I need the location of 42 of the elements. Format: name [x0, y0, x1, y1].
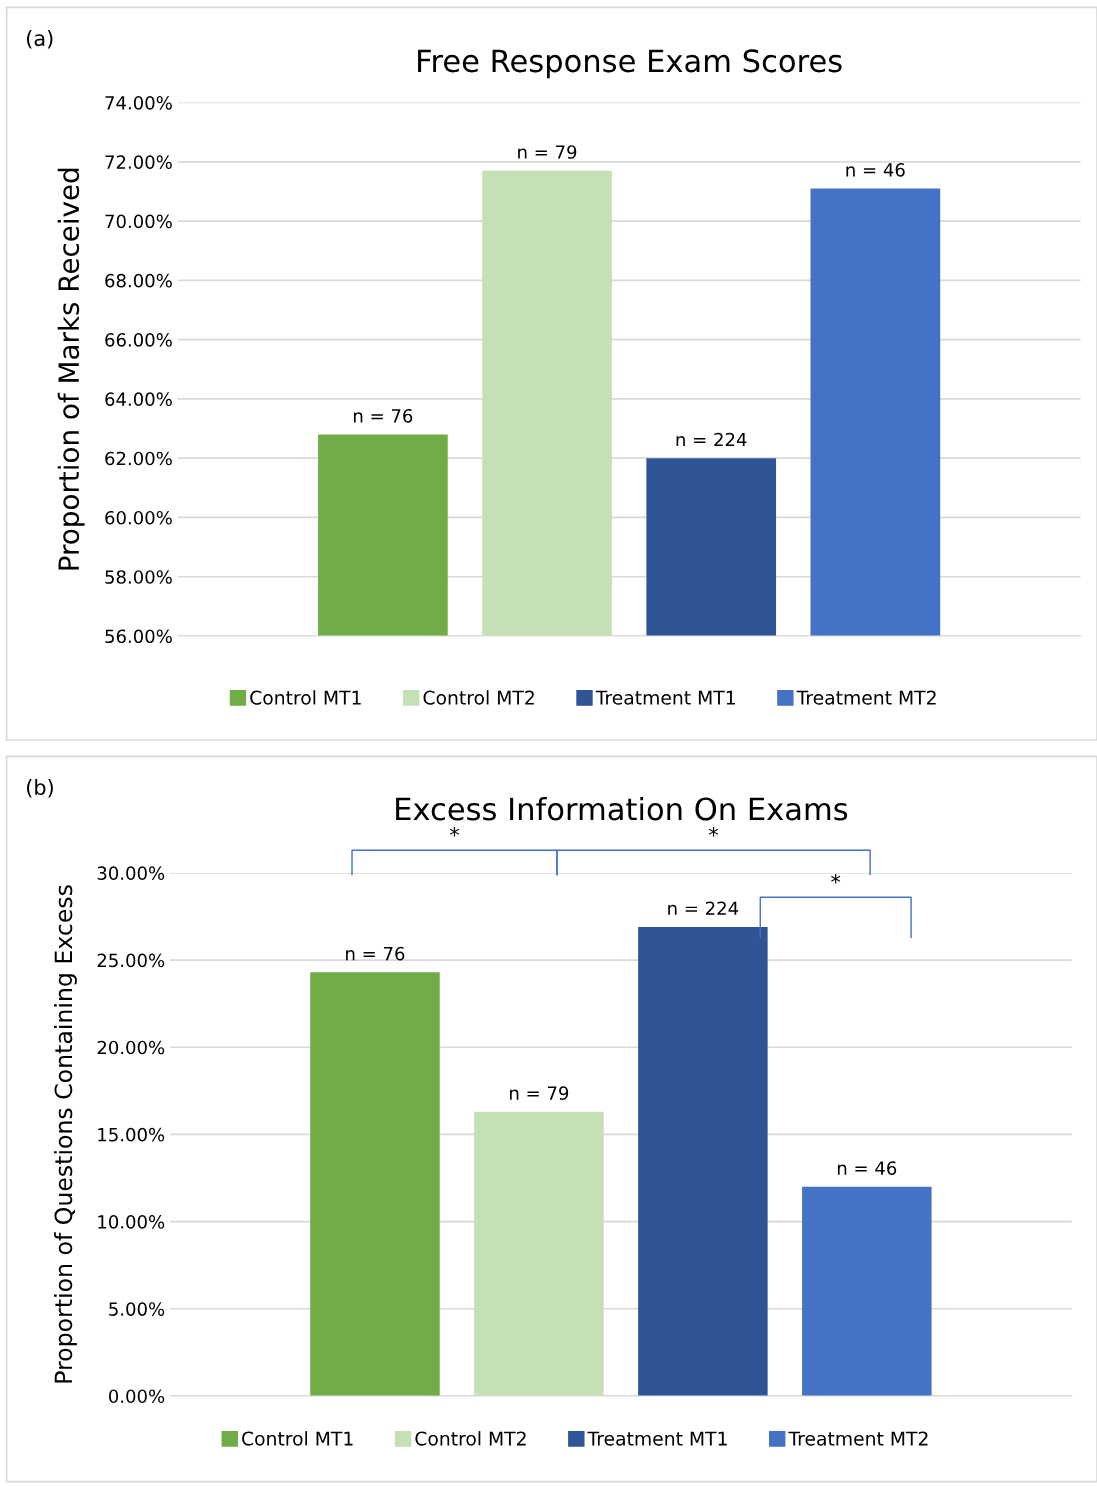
- y-tick-label: 74.00%: [105, 95, 172, 110]
- y-tick-label: 15.00%: [98, 1127, 165, 1142]
- y-tick-label: 70.00%: [105, 214, 172, 229]
- annotation: n = 79: [510, 1086, 569, 1100]
- y-tick-label: 20.00%: [97, 1040, 165, 1055]
- annotation: n = 224: [676, 432, 747, 447]
- y-tick-label: 25.00%: [97, 953, 165, 968]
- text: (b): [27, 778, 53, 798]
- text: *: [708, 826, 719, 837]
- y-axis-title: Proportion of Questions Containing Excess: [54, 885, 77, 1383]
- legend-label: Control MT1: [242, 1431, 353, 1446]
- legend-label: Treatment MT2: [796, 690, 936, 705]
- annotation: n = 79: [518, 145, 577, 159]
- annotation: n = 76: [346, 946, 405, 961]
- y-tick-label: 58.00%: [105, 570, 172, 584]
- legend-label: Control MT2: [415, 1431, 526, 1446]
- y-tick-label: 10.00%: [98, 1215, 165, 1229]
- y-tick-label: 62.00%: [105, 451, 172, 466]
- chart-title: Free Response Exam Scores: [418, 49, 842, 79]
- annotation: *: [831, 874, 841, 884]
- legend-label: Treatment MT1: [587, 1431, 727, 1446]
- y-tick-label: 5.00%: [109, 1302, 165, 1316]
- annotation: n = 224: [668, 901, 739, 915]
- annotation: n = 76: [354, 408, 413, 423]
- legend-label: Control MT1: [250, 690, 361, 705]
- text: *: [449, 826, 460, 837]
- y-tick-label: 56.00%: [105, 629, 172, 644]
- y-axis-title: Proportion of Marks Received: [57, 168, 85, 570]
- annotation: n = 46: [846, 162, 905, 177]
- y-tick-label: 66.00%: [105, 333, 172, 347]
- annotation: n = 46: [837, 1161, 897, 1175]
- text: (a): [27, 30, 53, 49]
- y-tick-label: 30.00%: [97, 866, 165, 880]
- legend-label: Treatment MT2: [788, 1431, 928, 1446]
- chart-title: Excess Information On Exams: [396, 796, 848, 821]
- y-tick-label: 60.00%: [105, 510, 172, 525]
- y-tick-label: 64.00%: [105, 392, 172, 407]
- legend-label: Control MT2: [423, 690, 534, 705]
- legend-label: Treatment MT1: [595, 690, 735, 705]
- y-tick-label: 0.00%: [109, 1389, 165, 1404]
- y-tick-label: 72.00%: [105, 155, 172, 169]
- y-tick-label: 68.00%: [105, 273, 172, 288]
